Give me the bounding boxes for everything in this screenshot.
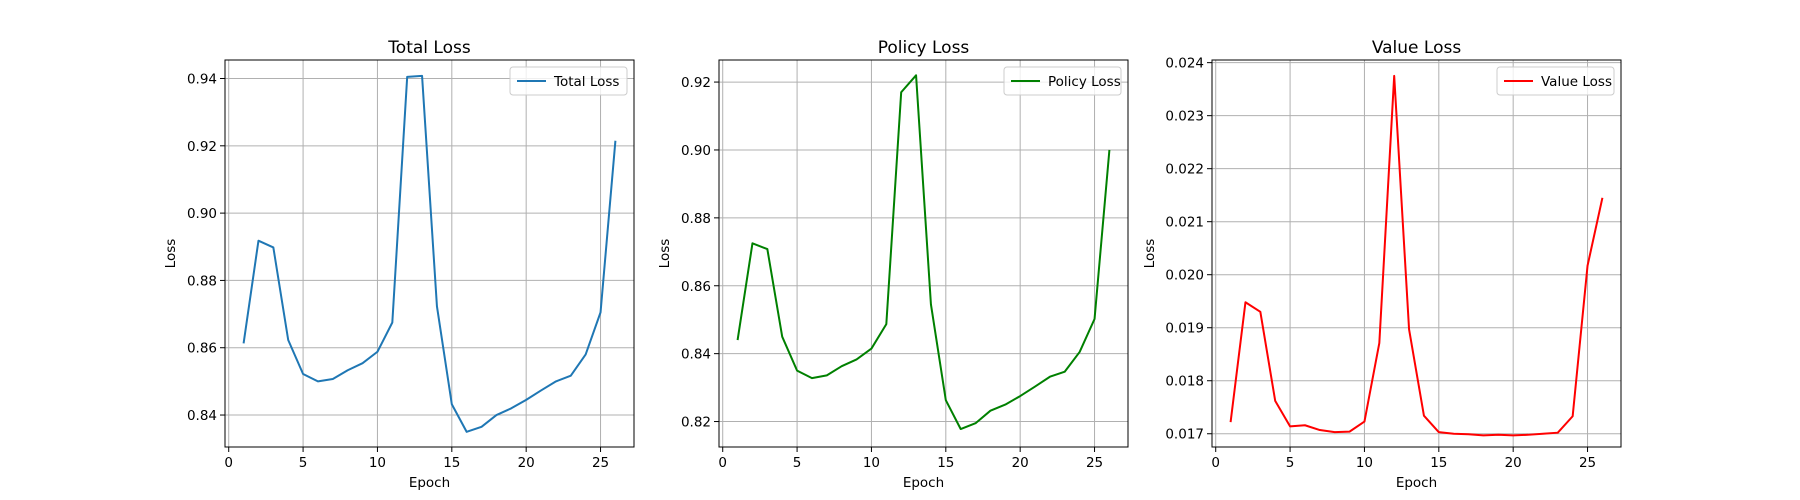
x-tick-label: 15: [443, 455, 460, 471]
series-line-1: [242, 74, 617, 433]
y-tick-label: 0.94: [187, 72, 217, 88]
chart-title: Value Loss: [1372, 38, 1462, 58]
x-tick-label: 0: [1211, 455, 1220, 471]
x-tick-label: 20: [1505, 455, 1522, 471]
legend-label: Policy Loss: [1048, 74, 1121, 90]
y-tick-label: 0.84: [187, 408, 217, 424]
y-tick-label: 0.88: [187, 273, 217, 289]
x-tick-label: 20: [1012, 455, 1029, 471]
x-tick-label: 25: [1086, 455, 1103, 471]
x-axis-label: Epoch: [409, 475, 450, 491]
y-tick-label: 0.020: [1165, 268, 1204, 284]
y-tick-label: 0.90: [187, 206, 217, 222]
x-axis-label: Epoch: [1396, 475, 1437, 491]
x-tick-label: 5: [1286, 455, 1295, 471]
x-tick-label: 5: [793, 455, 802, 471]
chart-panel-2: 0 5 10 15 20 25 0.82 0.84 0.86 0.88 0.90 0.92 Policy…: [657, 38, 1129, 491]
y-tick-label: 0.024: [1165, 56, 1204, 72]
y-tick-label: 0.019: [1165, 321, 1204, 337]
y-axis-label: Loss: [163, 239, 179, 269]
y-tick-label: 0.88: [681, 211, 711, 227]
x-tick-label: 10: [863, 455, 880, 471]
y-tick-label: 0.92: [681, 75, 711, 91]
series-line-1: [1229, 74, 1604, 437]
x-tick-label: 20: [518, 455, 535, 471]
legend-box: [509, 66, 628, 96]
y-tick-label: 0.017: [1165, 427, 1204, 443]
y-tick-label: 0.021: [1165, 215, 1204, 231]
y-tick-label: 0.023: [1165, 109, 1204, 125]
legend-label: Total Loss: [553, 74, 619, 90]
axes-frame: [224, 59, 635, 448]
y-tick-label: 0.86: [681, 279, 711, 295]
legend-box: [1496, 66, 1615, 96]
x-tick-label: 15: [937, 455, 954, 471]
x-axis-label: Epoch: [903, 475, 944, 491]
x-tick-label: 15: [1430, 455, 1447, 471]
y-tick-label: 0.86: [187, 341, 217, 357]
y-tick-label: 0.84: [681, 347, 711, 363]
axes-frame: [718, 59, 1129, 448]
x-tick-label: 10: [369, 455, 386, 471]
x-tick-label: 25: [592, 455, 609, 471]
legend: Total Loss: [509, 66, 628, 96]
y-tick-label: 0.90: [681, 143, 711, 159]
y-tick-label: 0.92: [187, 139, 217, 155]
y-axis-label: Loss: [1142, 239, 1158, 269]
y-axis-label: Loss: [657, 239, 673, 269]
legend-box: [1003, 66, 1122, 96]
chart-title: Total Loss: [387, 38, 471, 58]
axes-frame: [1211, 59, 1622, 448]
chart-panel-3: 0 5 10 15 20 25 0.017 0.018 0.019 0.020 0.021 0.022…: [1142, 38, 1622, 491]
chart-title: Policy Loss: [878, 38, 970, 58]
x-tick-label: 5: [299, 455, 308, 471]
y-tick-label: 0.022: [1165, 162, 1204, 178]
legend: Policy Loss: [1003, 66, 1122, 96]
legend: Value Loss: [1496, 66, 1615, 96]
chart-panel-1: 0 5 10 15 20 25 0.84 0.86 0.88 0.90 0.92 0.94 Total …: [163, 38, 635, 491]
legend-label: Value Loss: [1541, 74, 1612, 90]
series-line-1: [736, 74, 1111, 431]
x-tick-label: 25: [1579, 455, 1596, 471]
y-tick-label: 0.82: [681, 415, 711, 431]
y-tick-label: 0.018: [1165, 374, 1204, 390]
x-tick-label: 0: [718, 455, 727, 471]
x-tick-label: 0: [224, 455, 233, 471]
x-tick-label: 10: [1356, 455, 1373, 471]
